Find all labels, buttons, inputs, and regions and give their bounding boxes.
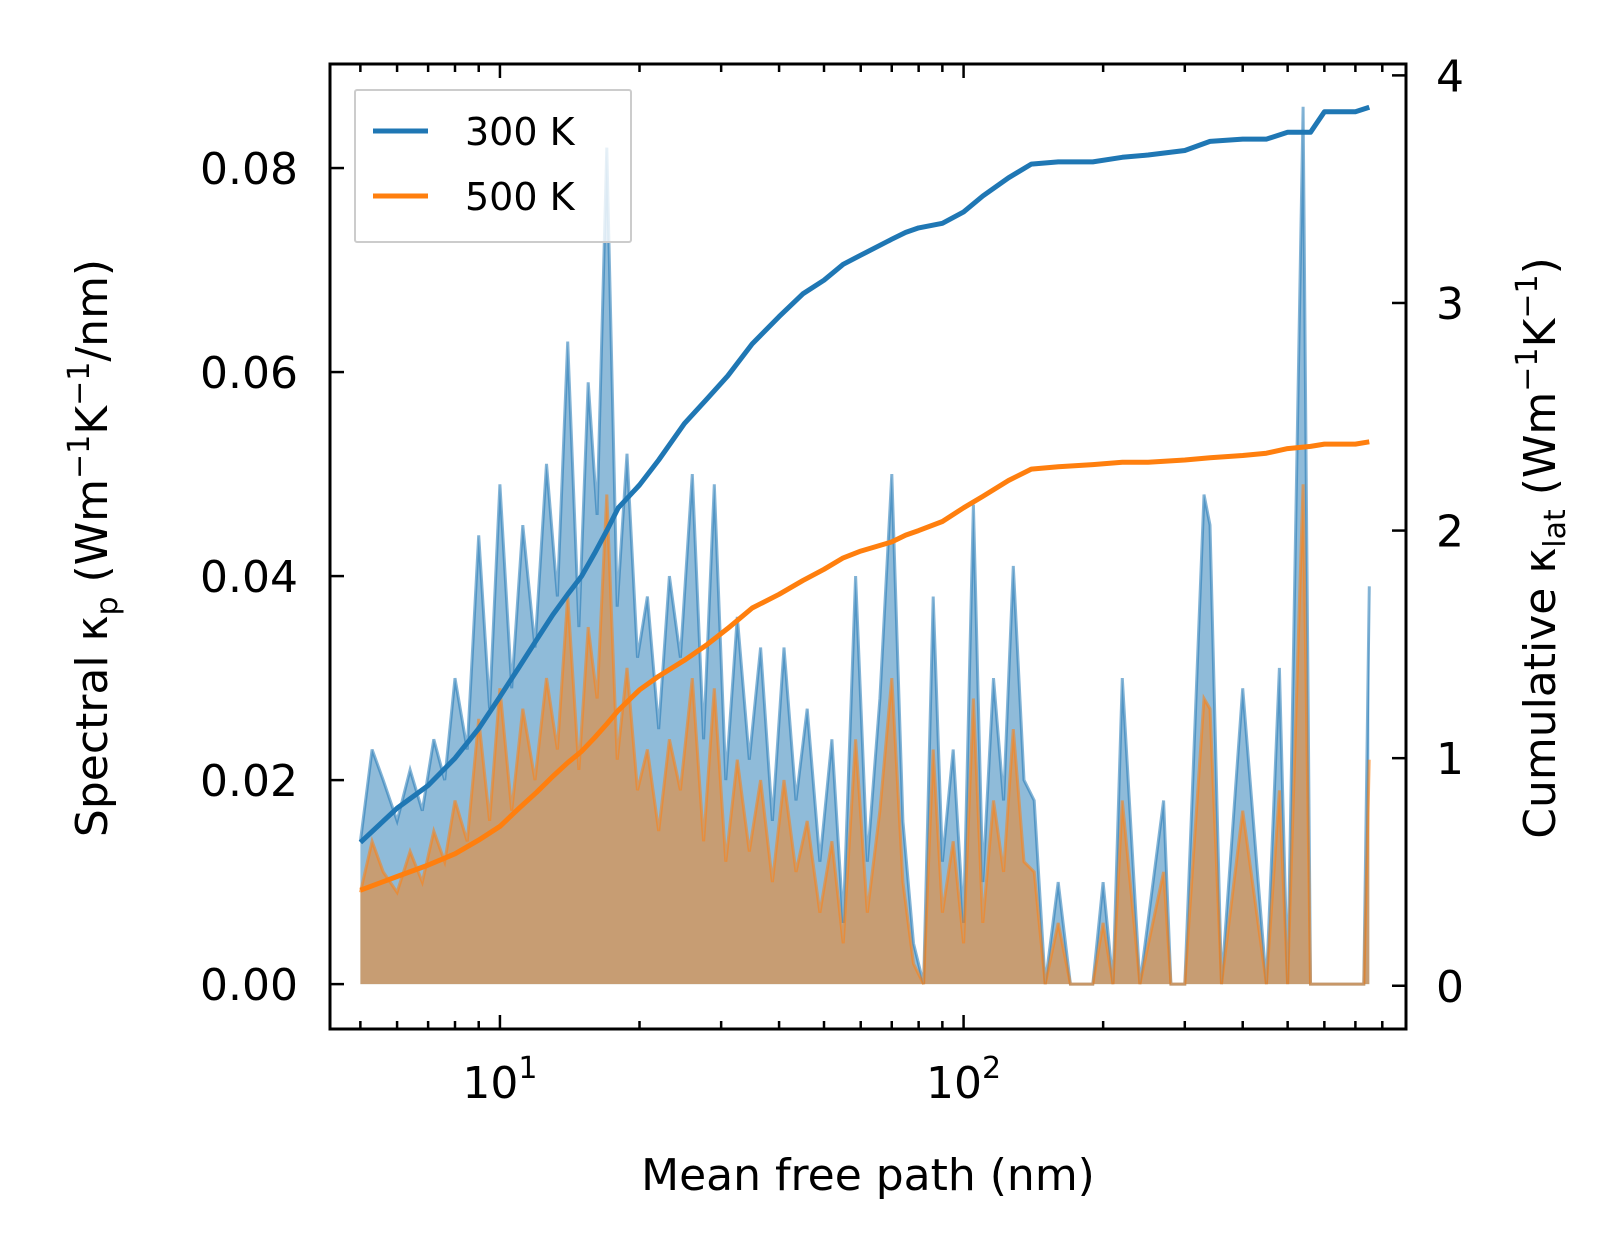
x-tick-base: 10 <box>462 1058 518 1109</box>
spectral-line-500k <box>358 484 1371 986</box>
cumulative-line-300k <box>358 104 1371 845</box>
y-axis-right-label: Cumulative κlat (Wm−1K−1) <box>1510 257 1573 839</box>
legend-frame <box>354 89 632 243</box>
cumulative-lines <box>358 104 1371 893</box>
y-left-base: Spectral κ <box>67 616 118 838</box>
x-tick-base: 10 <box>926 1058 982 1109</box>
y-right-sup2: −1 <box>1510 274 1545 318</box>
spectral-line-300k <box>358 106 1371 986</box>
y-left-sup1: −1 <box>62 435 97 479</box>
y-left-sup2: −1 <box>62 362 97 406</box>
spectral-fills <box>358 106 1371 986</box>
y-left-sub: p <box>90 596 125 615</box>
y-right-mid: K <box>1515 317 1566 347</box>
y-right-tick-label: 3 <box>1436 279 1464 330</box>
plot-frame <box>328 62 1408 1031</box>
legend-label-300k: 300 K <box>465 110 576 154</box>
y-left-mid: K <box>67 405 118 435</box>
y-left-tick-label: 0.06 <box>200 348 298 399</box>
cumulative-line-500k <box>359 439 1370 893</box>
y-left-tail: /nm) <box>67 259 118 362</box>
y-left-tick-label: 0.08 <box>200 144 298 195</box>
y-right-sub: lat <box>1538 509 1573 548</box>
x-tick-label: 102 <box>926 1051 1001 1109</box>
y-right-unit-open: (Wm <box>1515 392 1566 510</box>
x-tick-exp: 1 <box>518 1051 537 1086</box>
y-right-tick-label: 2 <box>1436 507 1464 558</box>
y-right-tail: ) <box>1515 257 1566 274</box>
legend: 300 K 500 K <box>354 89 632 243</box>
y-right-base: Cumulative κ <box>1515 548 1566 839</box>
y-left-tick-label: 0.02 <box>200 756 298 807</box>
y-axis-left-label: Spectral κp (Wm−1K−1/nm) <box>62 259 125 837</box>
y-left-tick-label: 0.00 <box>200 960 298 1011</box>
axis-ticks <box>330 64 1408 1029</box>
y-right-sup1: −1 <box>1510 347 1545 391</box>
x-tick-label: 101 <box>462 1051 537 1109</box>
y-right-tick-label: 4 <box>1436 51 1464 102</box>
y-right-tick-label: 1 <box>1436 734 1464 785</box>
x-tick-exp: 2 <box>982 1051 1001 1086</box>
x-axis-label: Mean free path (nm) <box>641 1150 1095 1201</box>
y-left-tick-label: 0.04 <box>200 552 298 603</box>
y-left-unit-open: (Wm <box>67 479 118 597</box>
y-right-tick-label: 0 <box>1436 962 1464 1013</box>
legend-label-500k: 500 K <box>465 175 576 219</box>
spectral-area-500k <box>360 484 1370 985</box>
